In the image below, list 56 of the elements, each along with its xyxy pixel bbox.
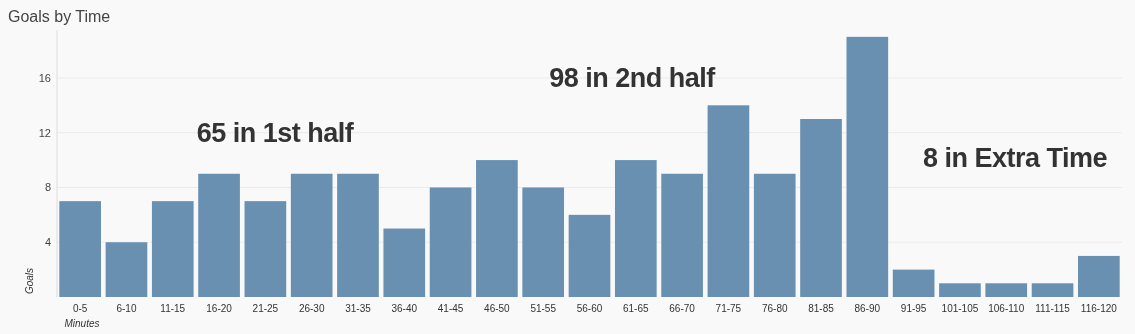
x-tick-label: 116-120 — [1080, 303, 1118, 314]
x-tick-label: 111-115 — [1035, 303, 1071, 314]
bar — [290, 173, 333, 297]
x-tick-label: 56-60 — [576, 303, 603, 314]
bar — [985, 283, 1028, 297]
bar — [105, 242, 148, 297]
bar — [892, 269, 935, 297]
annotation: 98 in 2nd half — [549, 63, 717, 94]
bar — [476, 160, 518, 297]
y-axis-title: Goals — [24, 267, 35, 295]
bar — [939, 283, 981, 297]
x-tick-label: 6-10 — [116, 303, 137, 314]
y-tick-label: 16 — [38, 71, 51, 84]
bar — [429, 187, 472, 297]
bar — [707, 105, 750, 297]
bar — [59, 201, 101, 297]
x-tick-label: 26-30 — [298, 303, 325, 314]
x-tick-label: 101-105 — [941, 303, 979, 314]
x-tick-label: 91-95 — [900, 303, 927, 314]
bar — [1078, 255, 1120, 297]
annotation: 8 in Extra Time — [922, 143, 1108, 174]
x-tick-label: 41-45 — [437, 303, 464, 314]
x-axis-title: Minutes — [64, 318, 100, 329]
x-tick-label: 11-15 — [160, 303, 186, 314]
annotation: 65 in 1st half — [196, 118, 355, 149]
bar — [753, 173, 796, 297]
x-tick-label: 46-50 — [484, 303, 511, 314]
x-tick-label: 31-35 — [345, 303, 372, 314]
x-tick-label: 106-110 — [988, 303, 1025, 314]
x-tick-label: 0-5 — [72, 303, 88, 314]
x-tick-label: 66-70 — [669, 303, 696, 314]
bar — [846, 36, 889, 297]
bar — [1031, 283, 1074, 297]
bar — [568, 214, 611, 297]
chart-title: Goals by Time — [8, 8, 111, 25]
x-tick-label: 36-40 — [391, 303, 418, 314]
bar — [337, 173, 379, 297]
y-tick-label: 4 — [44, 236, 51, 249]
bar — [151, 201, 194, 297]
bar — [800, 119, 842, 297]
bar — [244, 201, 287, 297]
x-tick-label: 71-75 — [715, 303, 742, 314]
x-tick-label: 21-25 — [252, 303, 279, 314]
x-tick-label: 76-80 — [761, 303, 788, 314]
x-tick-label: 86-90 — [854, 303, 881, 314]
bar — [198, 173, 240, 297]
bar — [614, 160, 657, 297]
x-tick-label: 61-65 — [623, 303, 650, 314]
y-tick-label: 12 — [38, 126, 51, 139]
bar — [661, 173, 703, 297]
x-tick-label: 16-20 — [206, 303, 233, 314]
y-tick-label: 8 — [44, 181, 51, 194]
bar — [522, 187, 565, 297]
bar — [383, 228, 426, 297]
x-tick-label: 81-85 — [808, 303, 835, 314]
x-tick-label: 51-55 — [530, 303, 557, 314]
